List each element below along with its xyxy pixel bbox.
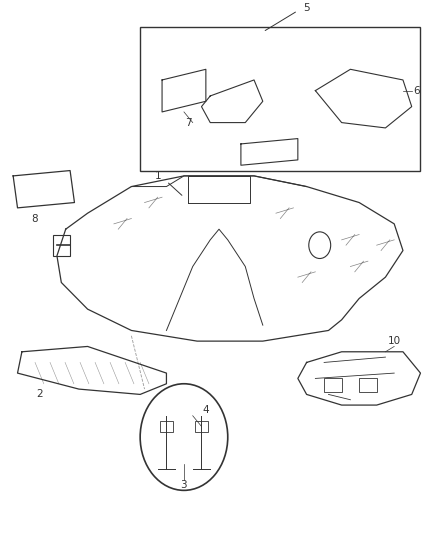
Text: 10: 10 bbox=[388, 336, 401, 346]
Text: 6: 6 bbox=[413, 86, 420, 95]
Bar bbox=[160, 421, 173, 432]
Text: 3: 3 bbox=[180, 480, 187, 490]
Bar bbox=[359, 378, 377, 392]
Text: 7: 7 bbox=[185, 118, 192, 127]
Bar bbox=[195, 421, 208, 432]
Text: 1: 1 bbox=[154, 171, 161, 181]
Text: 4: 4 bbox=[202, 406, 209, 415]
Text: 2: 2 bbox=[36, 390, 43, 399]
Bar bbox=[53, 235, 70, 256]
Bar bbox=[324, 378, 342, 392]
FancyBboxPatch shape bbox=[140, 27, 420, 171]
Text: 8: 8 bbox=[32, 214, 39, 223]
Text: 5: 5 bbox=[303, 3, 310, 13]
